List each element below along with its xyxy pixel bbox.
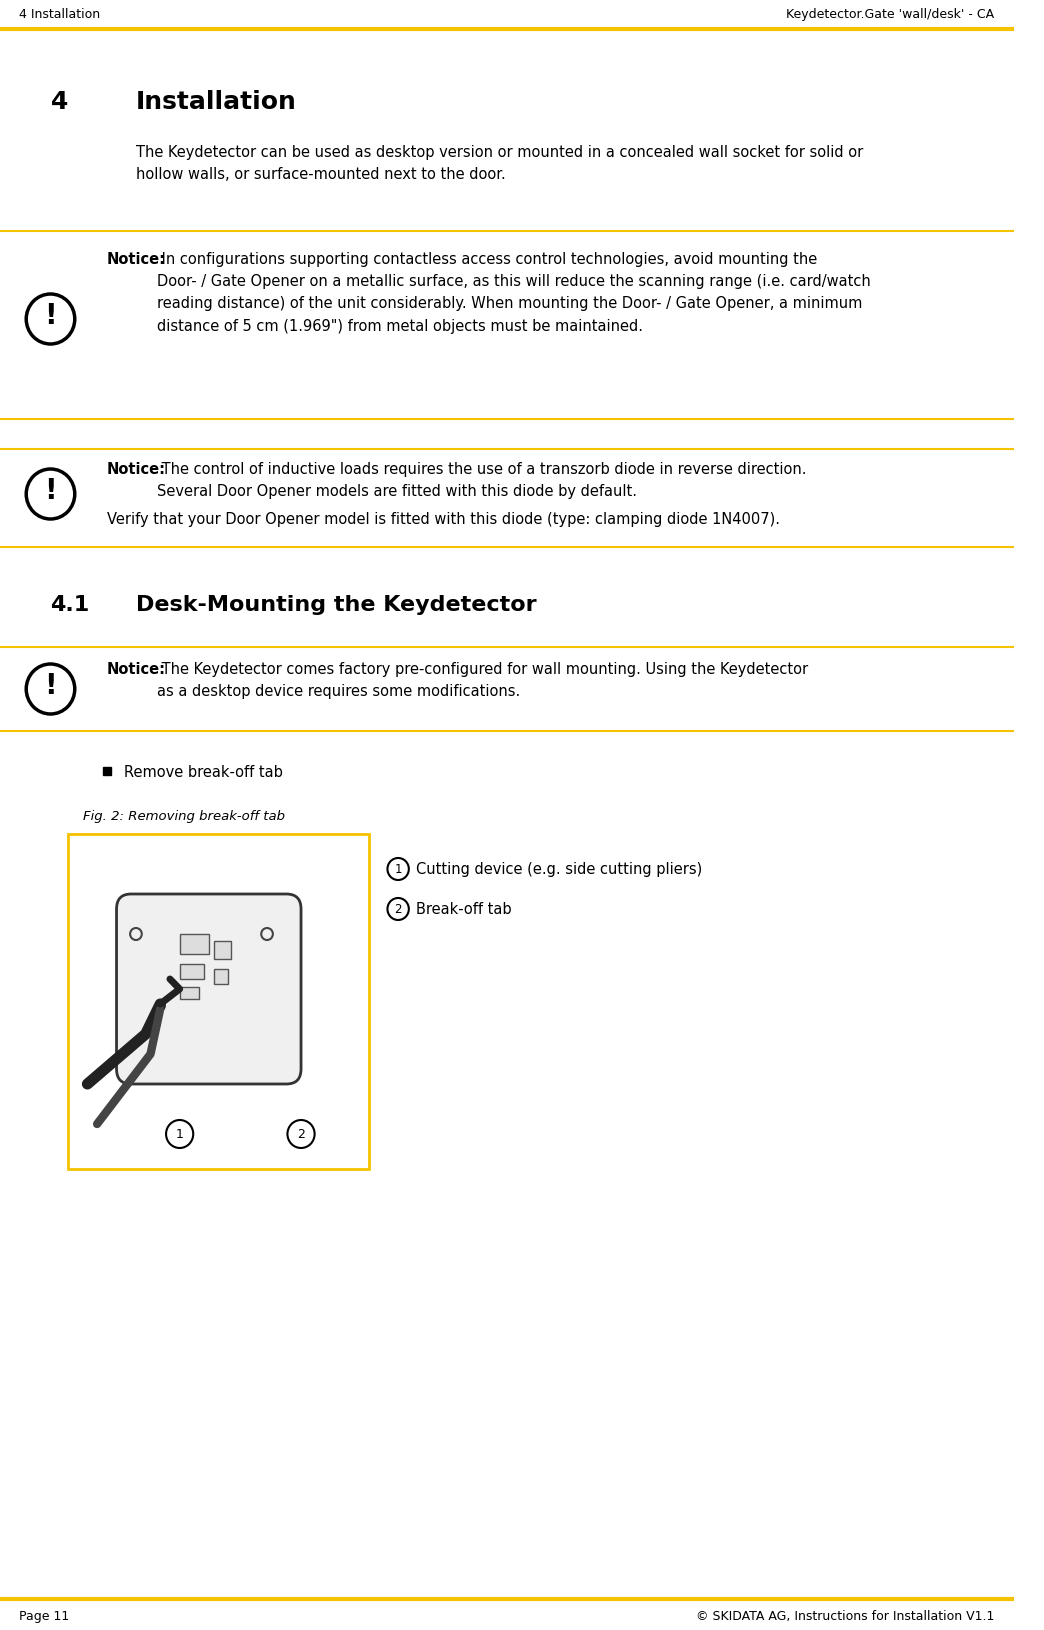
Text: In configurations supporting contactless access control technologies, avoid moun: In configurations supporting contactless… bbox=[158, 253, 871, 334]
Text: Verify that your Door Opener model is fitted with this diode (type: clamping dio: Verify that your Door Opener model is fi… bbox=[106, 512, 780, 526]
FancyBboxPatch shape bbox=[180, 988, 199, 999]
Text: Desk-Mounting the Keydetector: Desk-Mounting the Keydetector bbox=[136, 595, 537, 615]
Text: 1: 1 bbox=[175, 1128, 184, 1141]
Text: Remove break-off tab: Remove break-off tab bbox=[124, 764, 283, 779]
Text: !: ! bbox=[44, 672, 56, 699]
Text: Break-off tab: Break-off tab bbox=[416, 901, 512, 916]
Text: 1: 1 bbox=[395, 862, 402, 875]
FancyBboxPatch shape bbox=[214, 942, 231, 960]
Text: 4.1: 4.1 bbox=[50, 595, 90, 615]
Text: 2: 2 bbox=[395, 903, 402, 916]
Text: Notice:: Notice: bbox=[106, 461, 166, 476]
FancyBboxPatch shape bbox=[68, 835, 369, 1169]
Text: 4: 4 bbox=[50, 90, 68, 114]
Text: © SKIDATA AG, Instructions for Installation V1.1: © SKIDATA AG, Instructions for Installat… bbox=[696, 1609, 994, 1622]
Text: Installation: Installation bbox=[136, 90, 296, 114]
Text: 2: 2 bbox=[298, 1128, 305, 1141]
Text: The control of inductive loads requires the use of a transzorb diode in reverse : The control of inductive loads requires … bbox=[158, 461, 807, 499]
FancyBboxPatch shape bbox=[180, 965, 204, 980]
Text: Notice:: Notice: bbox=[106, 253, 166, 267]
Text: 4 Installation: 4 Installation bbox=[20, 8, 100, 21]
Text: Fig. 2: Removing break-off tab: Fig. 2: Removing break-off tab bbox=[82, 810, 285, 823]
Text: Keydetector.Gate 'wall/desk' - CA: Keydetector.Gate 'wall/desk' - CA bbox=[786, 8, 994, 21]
Text: The Keydetector comes factory pre-configured for wall mounting. Using the Keydet: The Keydetector comes factory pre-config… bbox=[158, 662, 808, 699]
FancyBboxPatch shape bbox=[214, 970, 229, 985]
Text: !: ! bbox=[44, 476, 56, 505]
Text: Page 11: Page 11 bbox=[20, 1609, 70, 1622]
FancyBboxPatch shape bbox=[117, 895, 301, 1084]
Circle shape bbox=[156, 1001, 165, 1011]
Text: Notice:: Notice: bbox=[106, 662, 166, 676]
Text: !: ! bbox=[44, 302, 56, 329]
Text: The Keydetector can be used as desktop version or mounted in a concealed wall so: The Keydetector can be used as desktop v… bbox=[136, 145, 863, 183]
FancyBboxPatch shape bbox=[180, 934, 209, 955]
Text: Cutting device (e.g. side cutting pliers): Cutting device (e.g. side cutting pliers… bbox=[416, 862, 702, 877]
